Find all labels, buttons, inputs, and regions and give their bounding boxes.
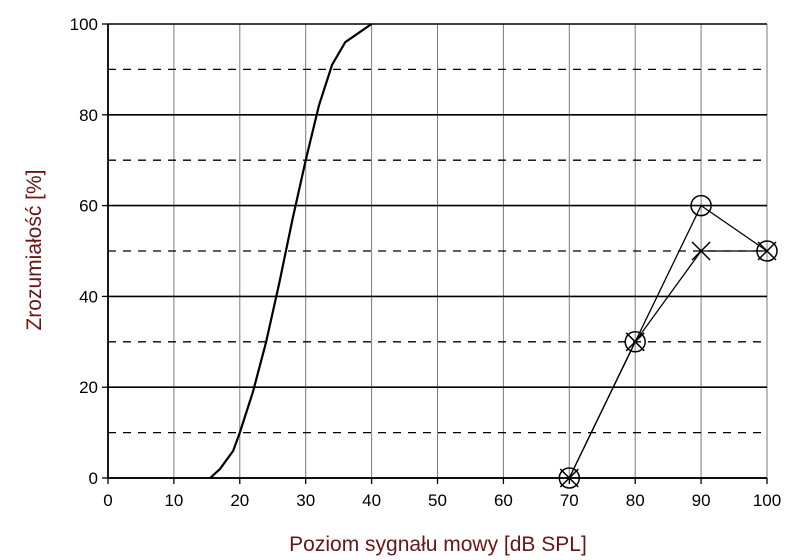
y-tick-label: 40 (79, 287, 98, 306)
cross-marker (691, 241, 711, 261)
cross-marker-stroke (691, 241, 711, 261)
x-tick-label: 50 (428, 491, 447, 510)
x-tick-label: 90 (692, 491, 711, 510)
x-tick-label: 0 (103, 491, 112, 510)
series-line-3 (568, 250, 767, 479)
y-tick-label: 0 (89, 469, 98, 488)
x-tick-label: 10 (164, 491, 183, 510)
cross-marker (625, 332, 645, 352)
x-tick-label: 40 (362, 491, 381, 510)
cross-marker-stroke (559, 468, 579, 488)
x-tick-label: 100 (753, 491, 781, 510)
cross-marker (559, 468, 579, 488)
series-layer (209, 23, 778, 489)
cross-marker-stroke (625, 332, 645, 352)
x-tick-label: 60 (494, 491, 513, 510)
y-tick-label: 20 (79, 378, 98, 397)
grid (107, 23, 768, 479)
x-tick-label: 30 (296, 491, 315, 510)
y-tick-label: 80 (79, 106, 98, 125)
y-tick-label: 60 (79, 197, 98, 216)
circle-marker (558, 467, 581, 489)
tick-labels: 0 10 20 30 40 50 60 70 80 90 100 0 20 40 60 80 100 (70, 15, 782, 510)
series-line-1 (209, 23, 373, 479)
axes (102, 23, 768, 484)
y-tick-label: 100 (70, 15, 98, 34)
x-tick-label: 80 (626, 491, 645, 510)
circle-marker (624, 331, 646, 353)
y-axis-title: Zrozumiałość [%] (23, 169, 46, 330)
x-tick-label: 70 (560, 491, 579, 510)
x-tick-label: 20 (230, 491, 249, 510)
circle-marker (690, 194, 712, 217)
x-axis-title: Poziom sygnału mowy [dB SPL] (289, 533, 587, 556)
cross-marker (757, 241, 777, 261)
cross-marker-stroke (757, 241, 777, 261)
